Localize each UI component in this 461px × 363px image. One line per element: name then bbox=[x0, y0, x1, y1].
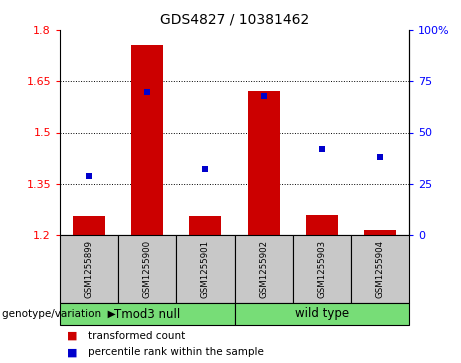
Point bbox=[85, 173, 93, 179]
Text: GSM1255903: GSM1255903 bbox=[317, 240, 326, 298]
Text: GSM1255899: GSM1255899 bbox=[84, 240, 94, 298]
Bar bbox=[364, 230, 396, 235]
Bar bbox=[73, 216, 105, 235]
Text: GSM1255904: GSM1255904 bbox=[375, 240, 384, 298]
Text: genotype/variation  ▶: genotype/variation ▶ bbox=[2, 309, 116, 319]
Bar bbox=[118, 235, 177, 303]
Bar bbox=[131, 45, 163, 235]
Title: GDS4827 / 10381462: GDS4827 / 10381462 bbox=[160, 12, 309, 26]
Bar bbox=[177, 235, 235, 303]
Bar bbox=[306, 215, 338, 235]
Point bbox=[202, 167, 209, 172]
Text: GSM1255900: GSM1255900 bbox=[143, 240, 152, 298]
Bar bbox=[293, 235, 351, 303]
Bar bbox=[189, 216, 221, 235]
Text: GSM1255902: GSM1255902 bbox=[259, 240, 268, 298]
Point bbox=[260, 93, 267, 98]
Point bbox=[376, 154, 384, 160]
Point bbox=[318, 146, 325, 152]
Text: wild type: wild type bbox=[295, 307, 349, 321]
Point bbox=[143, 89, 151, 94]
Bar bbox=[60, 235, 118, 303]
Text: percentile rank within the sample: percentile rank within the sample bbox=[88, 347, 264, 357]
Bar bbox=[248, 91, 279, 235]
Text: Tmod3 null: Tmod3 null bbox=[114, 307, 180, 321]
Text: GSM1255901: GSM1255901 bbox=[201, 240, 210, 298]
Bar bbox=[235, 303, 409, 325]
Text: ■: ■ bbox=[67, 347, 77, 357]
Bar bbox=[235, 235, 293, 303]
Bar bbox=[60, 303, 235, 325]
Text: ■: ■ bbox=[67, 331, 77, 340]
Text: transformed count: transformed count bbox=[88, 331, 185, 340]
Bar bbox=[351, 235, 409, 303]
